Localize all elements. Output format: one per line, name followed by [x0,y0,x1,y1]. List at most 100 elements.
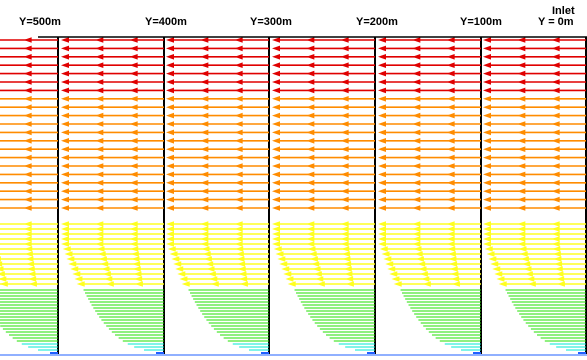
velocity-arrow [379,246,481,252]
velocity-arrow [272,129,375,136]
velocity-arrow [0,196,58,203]
velocity-arrow [483,37,586,43]
velocity-arrow [387,266,481,272]
velocity-arrow [272,45,375,52]
velocity-arrow [166,62,269,68]
velocity-arrow [483,196,586,203]
velocity-arrow [0,281,58,287]
velocity-arrow [61,146,164,152]
velocity-arrow [61,96,164,102]
velocity-arrow [272,231,375,237]
velocity-arrow [166,45,269,52]
velocity-arrow [378,138,481,144]
velocity-arrow [166,226,269,232]
velocity-arrow [483,121,586,127]
velocity-arrow [0,266,58,272]
velocity-arrow [272,87,375,94]
velocity-arrow [0,54,58,60]
velocity-arrow [0,104,58,110]
velocity-arrow [389,271,481,277]
velocity-arrow [272,96,375,102]
velocity-arrow [272,236,375,242]
velocity-arrow [171,256,269,262]
velocity-arrow [378,54,481,60]
velocity-arrow [0,79,58,85]
velocity-arrow [378,104,481,110]
velocity-arrow [483,96,586,102]
velocity-arrow [166,146,269,152]
velocity-arrow [0,271,58,277]
velocity-arrow [166,70,269,77]
velocity-arrow [0,129,58,136]
velocity-arrow [0,62,58,68]
velocity-arrow [61,180,164,186]
profile-label-inlet: Inlet [552,5,575,17]
velocity-arrow [61,241,164,247]
velocity-arrow [272,138,375,144]
velocity-arrow [378,236,481,242]
velocity-arrow [166,180,269,186]
velocity-arrow [72,271,164,277]
velocity-arrow [166,171,269,178]
velocity-arrow [62,246,164,252]
velocity-arrow [0,241,58,247]
velocity-arrow [0,188,58,194]
velocity-arrow [272,112,375,119]
velocity-arrow [483,45,586,52]
velocity-arrow [272,163,375,169]
velocity-arrow [61,226,164,232]
velocity-arrow [381,251,481,257]
profiles-layer [0,36,587,356]
velocity-arrow [378,112,481,119]
velocity-arrow [61,188,164,194]
velocity-arrow [272,196,375,203]
velocity-arrow [378,70,481,77]
velocity-arrow [483,226,586,232]
velocity-arrow [76,281,164,287]
velocity-arrow [378,96,481,102]
velocity-arrow [483,236,586,242]
velocity-arrow [0,171,58,178]
velocity-arrow [483,138,586,144]
velocity-arrow [166,37,269,43]
velocity-arrow [494,271,586,277]
velocity-arrow [281,266,375,272]
velocity-arrow [378,45,481,52]
velocity-arrow [61,121,164,127]
velocity-arrow [378,241,481,247]
velocity-arrow [181,281,269,287]
velocity-arrow [498,281,586,287]
velocity-arrow [61,37,164,43]
velocity-arrow [378,188,481,194]
velocity-arrow [272,62,375,68]
velocity-arrow [483,146,586,152]
velocity-arrow [61,231,164,237]
velocity-arrow [483,70,586,77]
velocity-arrow [272,146,375,152]
velocity-profile-y0 [483,37,587,354]
velocity-arrow [166,138,269,144]
velocity-arrow [272,104,375,110]
velocity-arrow [483,54,586,60]
velocity-arrow [483,241,586,247]
velocity-arrow [378,37,481,43]
velocity-arrow [272,188,375,194]
velocity-arrow [0,96,58,102]
velocity-arrow [483,180,586,186]
velocity-arrow [483,171,586,178]
velocity-arrow [166,205,269,211]
velocity-arrow [277,256,375,262]
velocity-arrow [61,154,164,161]
velocity-arrow [61,45,164,52]
velocity-arrow [0,121,58,127]
velocity-arrow [272,79,375,85]
velocity-arrow [166,112,269,119]
velocity-arrow [166,163,269,169]
profile-label-y400: Y=400m [145,16,187,28]
velocity-arrow [61,163,164,169]
velocity-arrow [61,236,164,242]
velocity-arrow [391,276,481,282]
velocity-arrow [378,231,481,237]
velocity-arrow [61,138,164,144]
velocity-arrow [496,276,586,282]
